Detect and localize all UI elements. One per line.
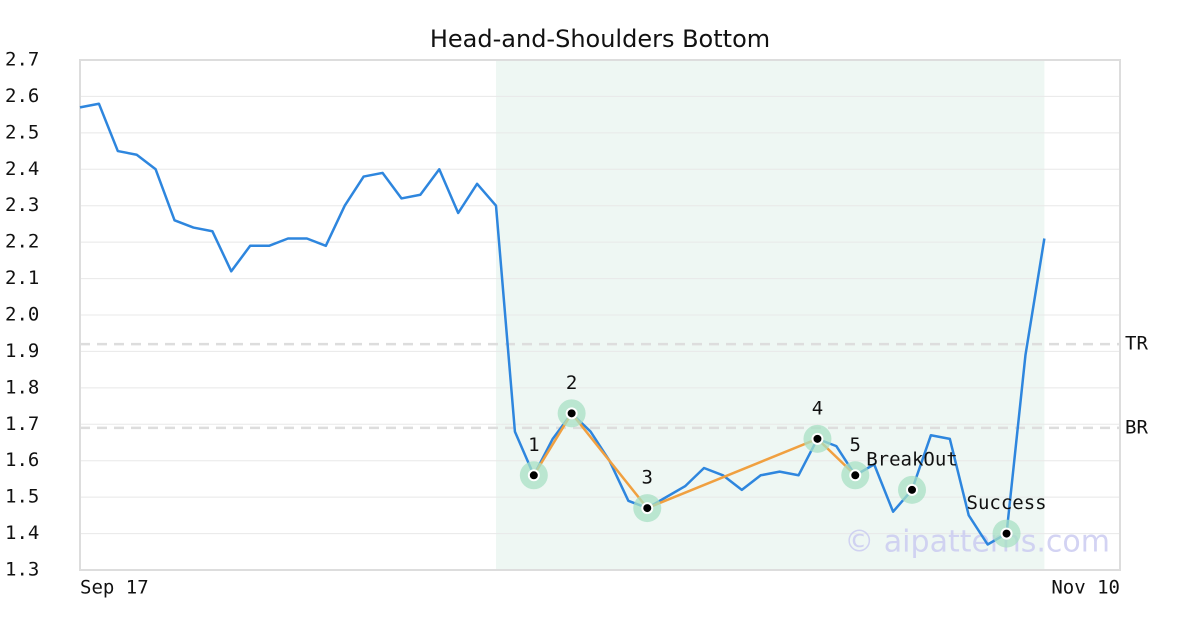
marker-dot bbox=[565, 407, 578, 420]
marker-dot bbox=[811, 432, 824, 445]
marker-dot bbox=[849, 469, 862, 482]
y-tick-label: 1.8 bbox=[5, 376, 39, 398]
y-tick-label: 2.7 bbox=[5, 49, 39, 71]
y-tick-label: 2.4 bbox=[5, 158, 39, 180]
marker-label: BreakOut bbox=[866, 448, 958, 470]
marker-label: 2 bbox=[566, 372, 577, 394]
price-line bbox=[79, 102, 1046, 546]
y-tick-label: 2.6 bbox=[5, 85, 39, 107]
y-tick-label: 2.2 bbox=[5, 231, 39, 253]
x-tick-label: Nov 10 bbox=[1051, 577, 1120, 599]
marker-dot bbox=[1000, 527, 1013, 540]
y-tick-label: 2.0 bbox=[5, 304, 39, 326]
chart-title: Head-and-Shoulders Bottom bbox=[430, 25, 770, 53]
marker-label: Success bbox=[967, 492, 1047, 514]
y-tick-label: 1.6 bbox=[5, 449, 39, 471]
marker-label: 1 bbox=[528, 434, 539, 456]
y-tick-label: 2.1 bbox=[5, 267, 39, 289]
x-tick-label: Sep 17 bbox=[80, 577, 149, 599]
marker-dot bbox=[641, 502, 654, 515]
y-tick-label: 1.4 bbox=[5, 522, 39, 544]
level-label: BR bbox=[1125, 416, 1148, 438]
y-tick-label: 1.5 bbox=[5, 486, 39, 508]
y-tick-label: 1.3 bbox=[5, 559, 39, 581]
plot-frame bbox=[79, 59, 1121, 571]
marker-label: 3 bbox=[642, 467, 653, 489]
marker-dot bbox=[906, 483, 918, 496]
y-tick-label: 1.7 bbox=[5, 413, 39, 435]
y-tick-label: 2.5 bbox=[5, 121, 39, 143]
marker-label: 4 bbox=[812, 397, 823, 419]
level-label: TR bbox=[1125, 333, 1148, 355]
marker-label: 5 bbox=[850, 434, 861, 456]
marker-dot bbox=[527, 469, 540, 482]
y-tick-label: 1.9 bbox=[5, 340, 39, 362]
y-tick-label: 2.3 bbox=[5, 194, 39, 216]
